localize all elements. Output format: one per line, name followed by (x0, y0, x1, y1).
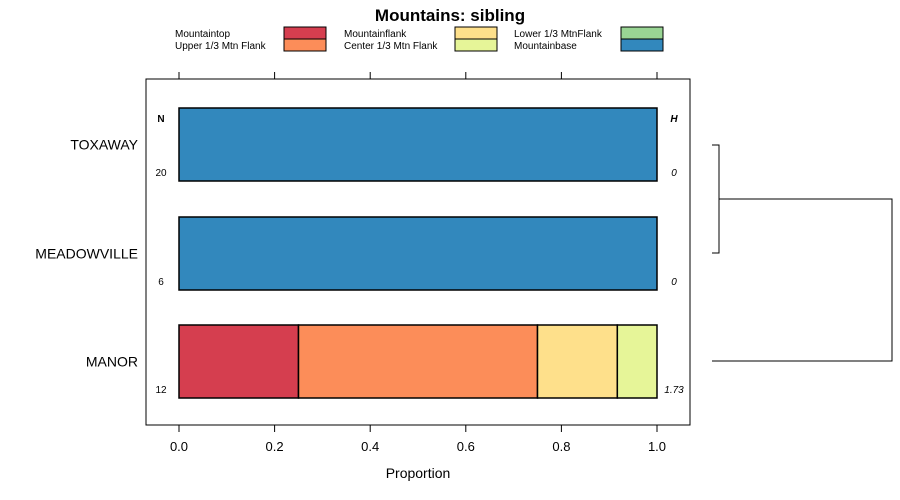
h-value-0: 0 (671, 168, 677, 179)
legend-swatch-0 (283, 26, 327, 40)
x-tick-label-5: 1.0 (648, 439, 666, 454)
n-value-1: 6 (158, 277, 164, 288)
bar-toxaway-5 (178, 107, 658, 182)
chart-title: Mountains: sibling (375, 6, 525, 25)
bar-meadowville-5 (178, 216, 658, 291)
x-tick-label-2: 0.4 (361, 439, 379, 454)
legend-swatch-2 (454, 26, 498, 40)
row-label-2: MANOR (86, 354, 138, 370)
x-tick-label-0: 0.0 (170, 439, 188, 454)
n-header: N (157, 114, 164, 125)
x-tick-label-1: 0.2 (266, 439, 284, 454)
bar-manor-0 (178, 324, 300, 399)
legend-label-5: Mountainbase (514, 41, 577, 52)
legend-label-3: Center 1/3 Mtn Flank (344, 41, 438, 52)
x-tick-label-3: 0.6 (457, 439, 475, 454)
legend-label-4: Lower 1/3 MtnFlank (514, 29, 603, 40)
x-tick-label-4: 0.8 (552, 439, 570, 454)
bar-manor-3 (616, 324, 658, 399)
dendrogram (712, 144, 893, 362)
h-value-1: 0 (671, 277, 677, 288)
legend-swatch-4 (620, 26, 664, 40)
legend-label-2: Mountainflank (344, 29, 407, 40)
x-axis-title: Proportion (386, 465, 451, 481)
n-value-2: 12 (155, 385, 167, 396)
legend-swatch-1 (283, 38, 327, 52)
bar-manor-2 (536, 324, 619, 399)
h-header: H (670, 114, 678, 125)
legend-label-0: Mountaintop (175, 29, 230, 40)
h-value-2: 1.73 (664, 385, 684, 396)
legend-swatch-5 (620, 38, 664, 52)
row-label-0: TOXAWAY (70, 137, 138, 153)
bar-manor-1 (297, 324, 539, 399)
legend-label-1: Upper 1/3 Mtn Flank (175, 41, 267, 52)
plot-panel (145, 78, 691, 426)
legend-swatch-3 (454, 38, 498, 52)
row-label-1: MEADOWVILLE (35, 246, 138, 262)
n-value-0: 20 (155, 168, 167, 179)
